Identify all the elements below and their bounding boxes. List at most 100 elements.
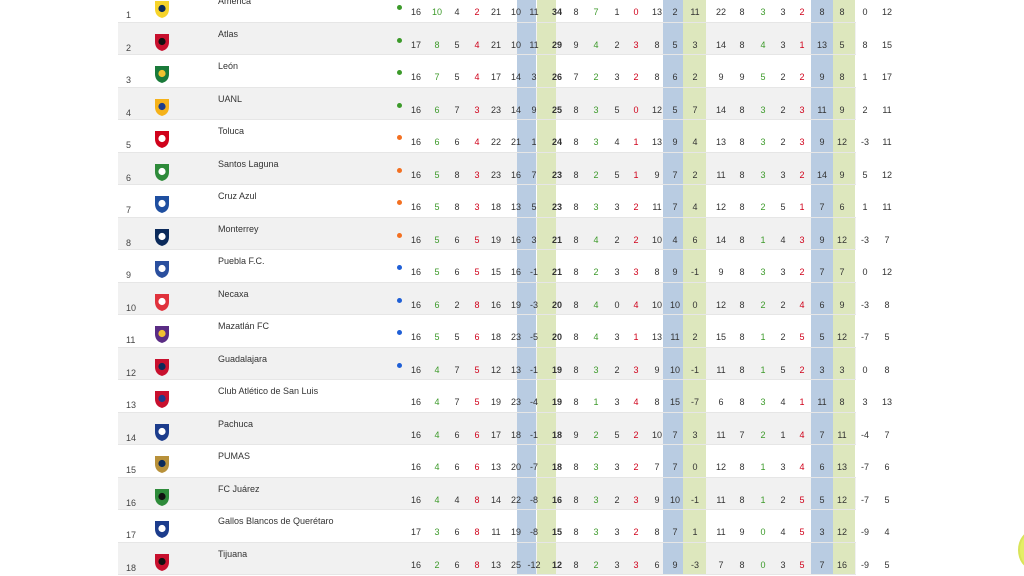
column-highlight (537, 250, 556, 282)
stat-cell: 5 (434, 332, 440, 342)
rank-cell: 12 (126, 367, 137, 378)
table-row[interactable]: 11 Mazatlán FC 16 5 5 6 18 23 -5 20 8 4 3 1 13 11 2 15 8 1 2… (118, 315, 890, 348)
stat-cell: 12 (490, 364, 501, 375)
stat-cell: 22 (510, 494, 521, 505)
table-row[interactable]: 10 Necaxa 16 6 2 8 16 19 -3 20 8 4 0 4 10 10 0 12 8 2 2 4 6 9 -3… (118, 282, 890, 315)
stat-cell: 7 (692, 104, 698, 115)
stat-cell: 8 (839, 72, 845, 82)
san-luis-logo (155, 391, 169, 408)
column-highlight (811, 380, 833, 412)
stat-cell: 5 (531, 202, 537, 212)
table-row[interactable]: 14 Pachuca 16 4 6 6 17 18 -1 18 9 2 5 2 10 7 3 11 7 2 1 4 7 11-… (118, 412, 890, 445)
team-name[interactable]: Toluca (218, 126, 245, 136)
stat-cell: 3 (614, 397, 620, 407)
stat-cell: 1 (633, 332, 639, 342)
stat-cell: 18 (551, 429, 562, 440)
stat-cell: 3 (799, 234, 805, 245)
stat-cell: 6 (692, 234, 698, 245)
table-row[interactable]: 7 Cruz Azul 16 5 8 3 18 13 5 23 8 3 3 2 11 7 4 12 8 2 5 1 7 6 1 1… (118, 185, 892, 218)
stat-cell: 5 (434, 202, 440, 212)
stat-cell: 3 (819, 527, 825, 537)
column-highlight (811, 542, 833, 574)
team-name[interactable]: PUMAS (218, 451, 251, 461)
team-name[interactable]: Guadalajara (218, 353, 268, 364)
team-name[interactable]: América (218, 0, 252, 6)
table-row[interactable]: 2 Atlas 17 8 5 4 21 10 11 29 9 4 2 3 8 5 3 14 8 4 3 1 13 5 8 15 (118, 22, 892, 55)
team-name[interactable]: Puebla F.C. (218, 256, 265, 266)
team-name[interactable]: FC Juárez (218, 483, 260, 494)
column-highlight (517, 22, 536, 54)
column-highlight (833, 55, 855, 87)
column-highlight (663, 22, 683, 54)
stat-cell: 9 (672, 559, 678, 570)
stat-cell: 5 (474, 364, 480, 375)
stat-cell: -4 (860, 429, 869, 440)
column-highlight (833, 152, 855, 184)
stat-cell: 3 (593, 202, 599, 212)
stat-cell: 20 (551, 299, 562, 310)
column-highlight (683, 22, 706, 54)
stat-cell: 3 (760, 267, 766, 277)
table-row[interactable]: 6 Santos Laguna 16 5 8 3 23 16 7 23 8 2 5 1 9 7 2 11 8 3 3 2 1… (118, 152, 892, 185)
stat-cell: 12 (651, 104, 662, 115)
table-row[interactable]: 1 América 16 10 4 2 21 10 11 34 8 7 1 0 13 2 11 22 8 3 3 2 8 8 0… (118, 0, 892, 23)
column-highlight (663, 380, 683, 412)
pumas-logo (155, 456, 169, 473)
team-name[interactable]: Club Atlético de San Luis (218, 386, 319, 396)
stat-cell: 2 (593, 559, 599, 570)
stat-cell: 13 (715, 137, 726, 147)
table-row[interactable]: 8 Monterrey 16 5 6 5 19 16 3 21 8 4 2 2 10 4 6 14 8 1 4 3 9 12-… (118, 217, 890, 250)
stat-cell: 13 (881, 397, 892, 407)
rank-cell: 18 (126, 562, 137, 573)
team-name[interactable]: Necaxa (218, 288, 249, 299)
stat-cell: 6 (454, 462, 460, 472)
team-name[interactable]: Gallos Blancos de Querétaro (218, 516, 334, 526)
column-highlight (683, 477, 706, 509)
table-row[interactable]: 13 Club Atlético de San Luis 16 4 7 5 19 23 -4 19… (118, 380, 892, 413)
team-name[interactable]: Mazatlán FC (218, 321, 270, 331)
table-row[interactable]: 12 Guadalajara 16 4 7 5 12 13 -1 19 8 3 2 3 9 10 -1 11 8 1 5… (118, 347, 890, 380)
stat-cell: 4 (434, 364, 440, 375)
column-highlight (517, 152, 536, 184)
stat-cell: 5 (454, 332, 460, 342)
qualification-status-dot (397, 70, 402, 75)
table-row[interactable]: 9 Puebla F.C. 16 5 6 5 15 16 -1 21 8 2 3 3 8 9 -1 9 8 3 3 2 7 7… (118, 250, 892, 283)
stat-cell: 13 (510, 202, 521, 212)
stat-cell: 6 (474, 429, 480, 440)
table-row[interactable]: 15 PUMAS 16 4 6 6 13 20 -7 18 8 3 3 2 7 7 0 12 8 1 3 4 6 13 -7 6 (118, 445, 890, 478)
team-name[interactable]: Cruz Azul (218, 191, 257, 201)
team-name[interactable]: Tijuana (218, 548, 248, 559)
stat-cell: 11 (716, 429, 726, 440)
team-name[interactable]: Santos Laguna (218, 158, 279, 169)
table-row[interactable]: 17 Gallos Blancos de Querétaro 17 3 6 8 11 19 -8… (118, 510, 890, 543)
stat-cell: 9 (819, 234, 825, 245)
stat-cell: 8 (474, 494, 480, 505)
team-name[interactable]: Pachuca (218, 418, 254, 429)
team-name[interactable]: León (218, 61, 239, 71)
team-name[interactable]: Atlas (218, 28, 239, 39)
stat-cell: 9 (654, 494, 660, 505)
stat-cell: 9 (819, 137, 825, 147)
column-highlight (683, 282, 706, 314)
rank-cell: 14 (126, 432, 137, 443)
scroll-to-top-button[interactable] (1018, 531, 1024, 569)
stat-cell: 5 (672, 104, 678, 115)
column-highlight (537, 510, 556, 542)
table-row[interactable]: 18 Tijuana 16 2 6 8 13 25 -12 12 8 2 3 3 6 9 -3 7 8 0 3 5 7 16 -… (118, 542, 890, 575)
column-highlight (833, 477, 855, 509)
team-name[interactable]: UANL (218, 93, 243, 104)
queretaro-logo (155, 521, 169, 538)
stat-cell: 25 (551, 104, 562, 115)
team-name[interactable]: Monterrey (218, 223, 259, 234)
column-highlight (833, 445, 855, 477)
column-highlight (683, 55, 706, 87)
table-row[interactable]: 16 FC Juárez 16 4 4 8 14 22 -8 16 8 3 2 3 9 10 -1 11 8 1 2 5 5… (118, 477, 890, 510)
table-row[interactable]: 3 León 16 7 5 4 17 14 3 26 7 2 3 2 8 6 2 9 9 5 2 2 9 8 1 17 (118, 55, 892, 88)
column-highlight (811, 510, 833, 542)
table-row[interactable]: 4 UANL 16 6 7 3 23 14 9 25 8 3 5 0 12 5 7 14 8 3 2 3 11 9 2 11 (118, 87, 892, 120)
table-row[interactable]: 5 Toluca 16 6 6 4 22 21 1 24 8 3 4 1 13 9 4 13 8 3 2 3 9 12 -3 11 (118, 120, 892, 153)
column-highlight (537, 315, 556, 347)
column-highlight (537, 445, 556, 477)
stat-cell: 8 (839, 397, 845, 407)
stat-cell: 8 (739, 299, 745, 310)
